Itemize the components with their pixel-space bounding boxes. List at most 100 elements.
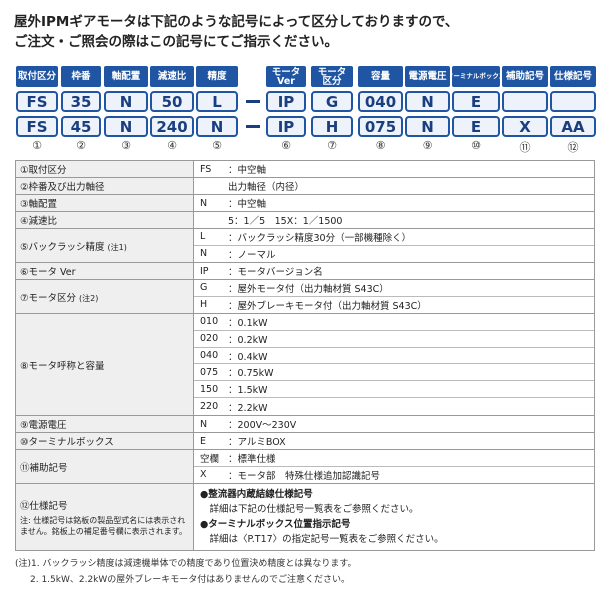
entry: N ：ノーマル bbox=[194, 246, 594, 262]
code-box: FS bbox=[16, 116, 58, 137]
spec-line: 詳細は下記の仕様記号一覧表をご参照ください。 bbox=[200, 504, 419, 515]
code-box bbox=[550, 91, 596, 112]
code-box: N bbox=[104, 116, 148, 137]
code-box: E bbox=[452, 91, 500, 112]
row-label-line: ⑫仕様記号 bbox=[20, 498, 189, 512]
entry-desc: ：中空軸 bbox=[228, 165, 267, 176]
entry-desc: ：屋外ブレーキモータ付（出力軸材質 S43C） bbox=[228, 300, 427, 312]
entry-desc: ：0.2kW bbox=[228, 334, 268, 346]
entry-code: X bbox=[200, 469, 207, 481]
row-label-line: ⑪補助記号 bbox=[20, 460, 189, 474]
row-label-text: ④減速比 bbox=[20, 216, 58, 227]
entry: H ：屋外ブレーキモータ付（出力軸材質 S43C） bbox=[194, 297, 594, 313]
entry-desc: ：ノーマル bbox=[228, 249, 276, 261]
row-label: ⑧モータ呼称と容量 bbox=[15, 313, 194, 416]
entry-code: E bbox=[200, 435, 207, 447]
row-label-line: ⑥モータ Ver bbox=[20, 264, 189, 278]
entry-desc: ：バックラッシ精度30分（一部機種除く） bbox=[228, 232, 412, 244]
dash bbox=[246, 100, 260, 103]
row-label: ①取付区分 bbox=[15, 160, 194, 178]
code-header: モータ 区分 bbox=[311, 66, 353, 87]
code-number: ⑪ bbox=[519, 141, 531, 154]
code-box: E bbox=[452, 116, 500, 137]
code-box: X bbox=[502, 116, 548, 137]
footnote: (注)1. バックラッシ精度は減速機単体での精度であり位置決め精度とは異なります… bbox=[15, 559, 357, 569]
entry-desc: 出力軸径（内径） bbox=[228, 182, 305, 193]
entry: 075 ：0.75kW bbox=[194, 364, 594, 382]
entry-desc: ：0.1kW bbox=[228, 317, 268, 329]
code-header-text: 電源電圧 bbox=[408, 71, 447, 82]
entry: 010 ：0.1kW bbox=[194, 314, 594, 331]
row-label-line: ⑨電源電圧 bbox=[20, 417, 189, 431]
code-number: ⑤ bbox=[212, 139, 222, 152]
title-line: 屋外IPMギアモータは下記のような記号によって区分しておりますので、 bbox=[14, 14, 459, 30]
entry-code: N bbox=[200, 248, 208, 260]
row-label: ⑨電源電圧 bbox=[15, 415, 194, 433]
code-box: IP bbox=[266, 116, 306, 137]
code-header-text: 減速比 bbox=[157, 71, 187, 82]
entry-code: FS bbox=[200, 163, 212, 175]
entry-code: L bbox=[200, 231, 206, 243]
entry: N ：中空軸 bbox=[194, 195, 594, 211]
entry-desc: ：0.4kW bbox=[228, 351, 268, 363]
code-header-text: 容量 bbox=[370, 71, 390, 82]
code-box: N bbox=[196, 116, 238, 137]
code-box bbox=[502, 91, 548, 112]
entry: G ：屋外モータ付（出力軸材質 S43C） bbox=[194, 280, 594, 297]
code-header-text: Ver bbox=[277, 75, 295, 87]
entry-code: 040 bbox=[200, 350, 219, 362]
entry-code: N bbox=[200, 197, 208, 209]
row-value: 5：1／5 15X：1／1500 bbox=[193, 211, 595, 229]
entry-desc: 5：1／5 15X：1／1500 bbox=[228, 216, 343, 227]
footnote: 2. 1.5kW、2.2kWの屋外ブレーキモータ付はありませんのでご注意ください… bbox=[30, 575, 351, 585]
entry: L ：バックラッシ精度30分（一部機種除く） bbox=[194, 229, 594, 246]
code-number: ⑥ bbox=[281, 139, 291, 152]
code-header: 仕様記号 bbox=[550, 66, 596, 87]
code-box: H bbox=[311, 116, 353, 137]
entry-code: H bbox=[200, 299, 208, 311]
code-box: FS bbox=[16, 91, 58, 112]
entry-code: 010 bbox=[200, 316, 219, 328]
code-header: 精度 bbox=[196, 66, 238, 87]
code-number: ⑧ bbox=[375, 139, 386, 152]
entry-desc: ：屋外モータ付（出力軸材質 S43C） bbox=[228, 283, 389, 295]
code-box: 35 bbox=[61, 91, 101, 112]
row-value: N ：200V〜230V bbox=[193, 415, 595, 433]
spec-line: 詳細は〈P.T17〉の指定記号一覧表をご参照ください。 bbox=[200, 534, 444, 545]
entry-code: G bbox=[200, 282, 208, 294]
row-label: ⑤バックラッシ精度 (注1) bbox=[15, 228, 194, 263]
entry: X ：モータ部 特殊仕様追加認識記号 bbox=[194, 467, 594, 483]
entry: N ：200V〜230V bbox=[194, 416, 594, 432]
entry-desc: ：200V〜230V bbox=[228, 420, 297, 431]
row-label-text: ⑨電源電圧 bbox=[20, 420, 67, 431]
row-value: L ：バックラッシ精度30分（一部機種除く） N ：ノーマル bbox=[193, 228, 595, 263]
row-label-line: ⑩ターミナルボックス bbox=[20, 434, 189, 448]
row-label-line: ⑦モータ区分 (注2) bbox=[20, 290, 189, 304]
entry-code: IP bbox=[200, 265, 209, 277]
code-box: G bbox=[311, 91, 353, 112]
title-line: ご注文・ご照会の際はこの記号にてご指示ください。 bbox=[14, 34, 338, 50]
entry: E ：アルミBOX bbox=[194, 433, 594, 449]
code-header-text: 補助記号 bbox=[505, 71, 544, 82]
row-value: 出力軸径（内径） bbox=[193, 177, 595, 195]
row-label-text: ①取付区分 bbox=[20, 165, 67, 176]
row-value: G ：屋外モータ付（出力軸材質 S43C） H ：屋外ブレーキモータ付（出力軸材質 S… bbox=[193, 279, 595, 314]
row-label-line: ⑧モータ呼称と容量 bbox=[20, 358, 189, 372]
entry-desc: ：0.75kW bbox=[228, 368, 274, 380]
code-box: N bbox=[405, 116, 450, 137]
code-header: 電源電圧 bbox=[405, 66, 450, 87]
row-label-line: ④減速比 bbox=[20, 213, 189, 227]
entry-desc: ：モータバージョン名 bbox=[228, 267, 323, 278]
entry-desc: ：アルミBOX bbox=[228, 437, 286, 448]
code-header-text: 取付区分 bbox=[17, 71, 56, 82]
row-label-text: ③軸配置 bbox=[20, 199, 58, 210]
entry-desc: ：中空軸 bbox=[228, 199, 267, 210]
code-box: N bbox=[104, 91, 148, 112]
code-header-text: モータ bbox=[271, 66, 301, 78]
entry: 150 ：1.5kW bbox=[194, 381, 594, 399]
code-header-text: 軸配置 bbox=[111, 71, 141, 82]
code-header: 軸配置 bbox=[104, 66, 148, 87]
code-header: 枠番 bbox=[61, 66, 101, 87]
row-note: (注1) bbox=[107, 242, 127, 252]
